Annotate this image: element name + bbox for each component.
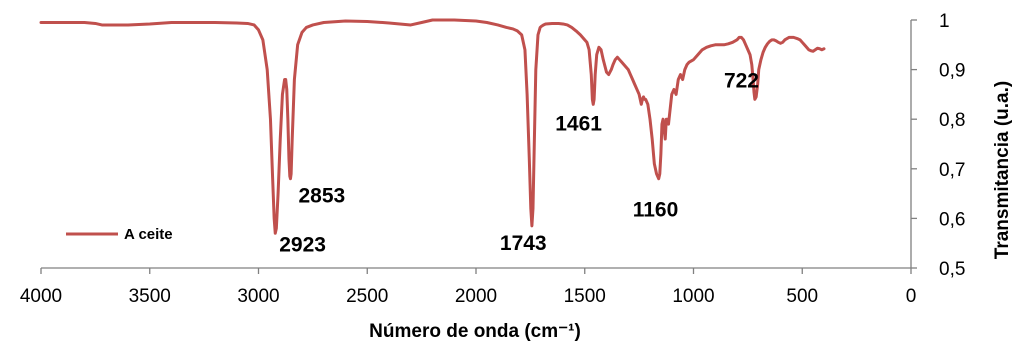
peak-label: 1743: [500, 232, 547, 255]
y-tick-label: 0,7: [939, 160, 965, 181]
x-tick-label: 3000: [237, 286, 279, 307]
legend: A ceite: [66, 226, 173, 243]
x-tick-label: 2500: [346, 286, 388, 307]
peak-label: 2923: [279, 233, 326, 256]
x-tick-label: 0: [906, 286, 917, 307]
peak-label: 722: [724, 69, 759, 92]
y-axis-title: Transmitancia (u.a.): [992, 81, 1013, 259]
x-axis-title: Número de onda (cm⁻¹): [369, 321, 581, 342]
x-tick-label: 1500: [564, 286, 606, 307]
y-tick-label: 0,6: [939, 209, 965, 230]
y-tick-label: 0,8: [939, 110, 965, 131]
peak-label: 1160: [633, 199, 679, 222]
x-tick-label: 4000: [20, 286, 62, 307]
x-tick-label: 1000: [672, 286, 714, 307]
series-layer: [39, 18, 826, 235]
x-tick-label: 3500: [129, 286, 171, 307]
series-line-0: [39, 18, 826, 235]
y-tick-label: 0,5: [939, 259, 965, 280]
plot-area: 4000 3500 3000 2500 2000 1500 1000 500 0 0,50,60…: [20, 11, 966, 307]
peak-annotations: 2923 2853 1743 1461 1160 722: [279, 69, 759, 256]
legend-label-aceite: A ceite: [124, 226, 173, 243]
x-axis-ticks: 4000 3500 3000 2500 2000 1500 1000 500 0: [20, 268, 916, 307]
peak-label: 2853: [298, 185, 345, 208]
peak-label: 1461: [555, 112, 602, 135]
y-axis-ticks: 0,5 0,6 0,7 0,8 0,9 1: [911, 11, 965, 280]
x-tick-label: 500: [786, 286, 818, 307]
x-tick-label: 2000: [455, 286, 497, 307]
y-tick-label: 0,9: [939, 61, 965, 82]
y-tick-label: 1: [939, 11, 950, 32]
